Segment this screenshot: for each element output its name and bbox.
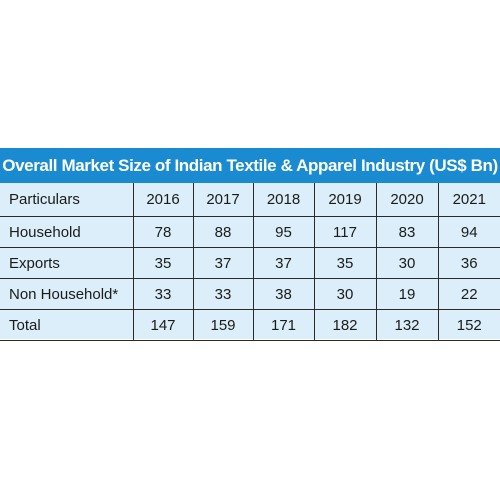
table-cell: 35: [314, 247, 377, 279]
row-label-total: Total: [0, 309, 134, 341]
table-cell: 182: [314, 309, 377, 341]
column-header-particulars: Particulars: [0, 183, 134, 217]
table-cell: 33: [193, 278, 254, 310]
table-cell: 171: [253, 309, 315, 341]
table-cell: 36: [438, 247, 500, 279]
table-cell: 37: [253, 247, 315, 279]
table-title: Overall Market Size of Indian Textile & …: [0, 148, 500, 183]
table-cell: 117: [314, 216, 377, 248]
table-cell: 22: [438, 278, 500, 310]
table-cell: 152: [438, 309, 500, 341]
header-row: Particulars 2016 2017 2018 2019 2020 202…: [0, 183, 500, 217]
table-cell: 94: [438, 216, 500, 248]
table-cell: 35: [133, 247, 194, 279]
table-cell: 30: [314, 278, 377, 310]
column-header-2018: 2018: [253, 183, 315, 217]
table-cell: 88: [193, 216, 254, 248]
column-header-2021: 2021: [438, 183, 500, 217]
table-cell: 33: [133, 278, 194, 310]
table-row: Non Household* 33 33 38 30 19 22: [0, 278, 500, 310]
row-label-exports: Exports: [0, 247, 134, 279]
column-header-2020: 2020: [376, 183, 439, 217]
column-header-2017: 2017: [193, 183, 254, 217]
table-cell: 83: [376, 216, 439, 248]
table-row-total: Total 147 159 171 182 132 152: [0, 309, 500, 341]
market-size-table: Particulars 2016 2017 2018 2019 2020 202…: [0, 183, 500, 341]
column-header-2019: 2019: [314, 183, 377, 217]
table-cell: 30: [376, 247, 439, 279]
table-row: Exports 35 37 37 35 30 36: [0, 247, 500, 279]
table-row: Household 78 88 95 117 83 94: [0, 216, 500, 248]
table-cell: 19: [376, 278, 439, 310]
table-cell: 147: [133, 309, 194, 341]
column-header-2016: 2016: [133, 183, 194, 217]
table-cell: 95: [253, 216, 315, 248]
table-cell: 37: [193, 247, 254, 279]
table-cell: 159: [193, 309, 254, 341]
row-label-household: Household: [0, 216, 134, 248]
table-cell: 78: [133, 216, 194, 248]
table-cell: 38: [253, 278, 315, 310]
table-cell: 132: [376, 309, 439, 341]
row-label-non-household: Non Household*: [0, 278, 134, 310]
